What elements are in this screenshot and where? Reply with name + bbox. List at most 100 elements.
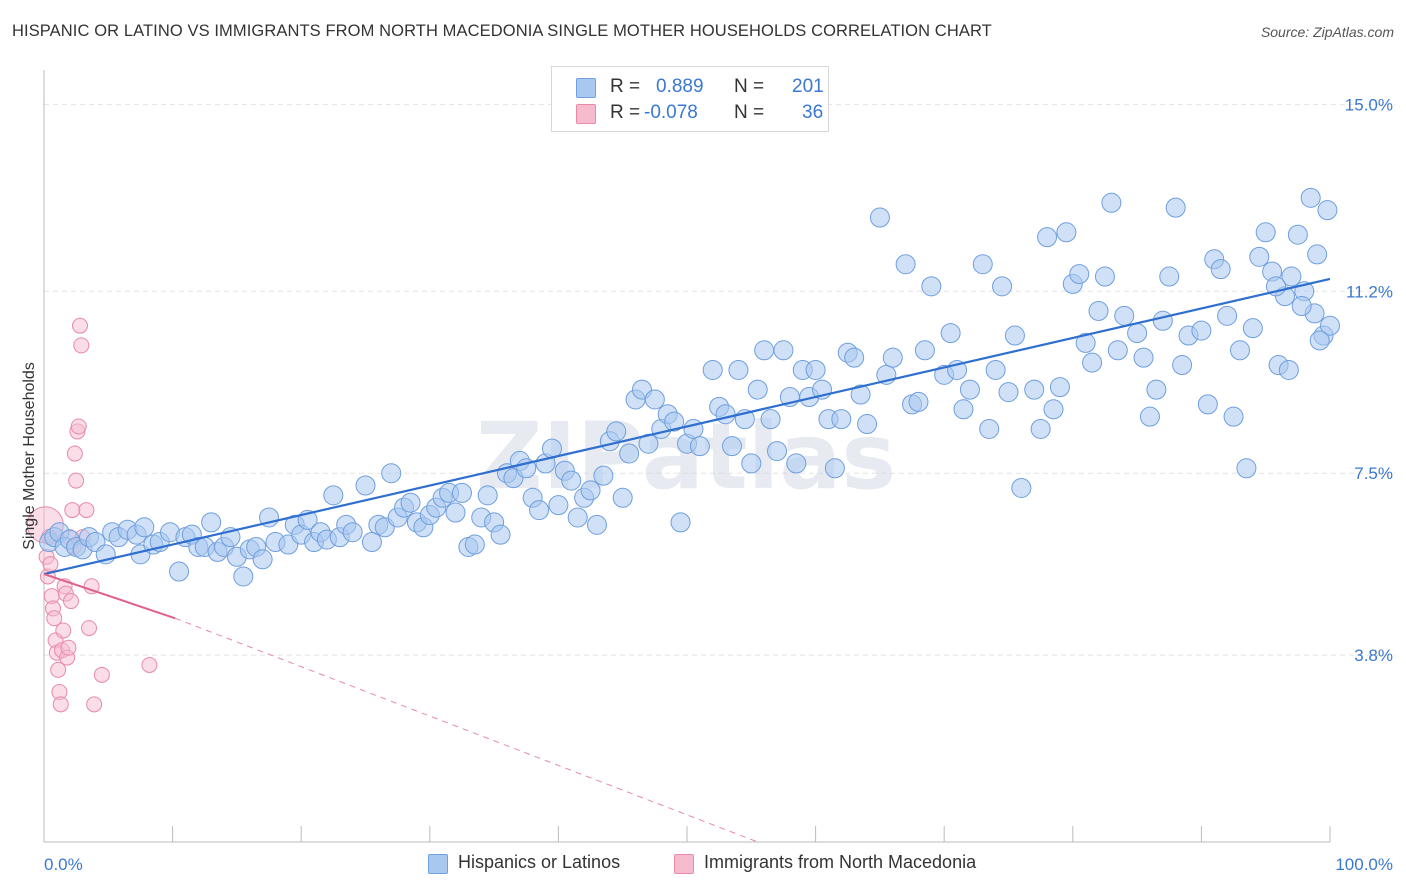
data-point-hispanic bbox=[1152, 310, 1173, 331]
data-point-hispanic bbox=[586, 514, 607, 535]
data-point-hispanic bbox=[1223, 406, 1244, 427]
data-point-hispanic bbox=[1107, 340, 1128, 361]
data-point-hispanic bbox=[134, 517, 155, 538]
source-credit: Source: ZipAtlas.com bbox=[1260, 24, 1394, 40]
data-point-hispanic bbox=[1159, 266, 1180, 287]
y-tick-label: 11.2% bbox=[1346, 282, 1393, 301]
data-point-hispanic bbox=[529, 500, 550, 521]
legend-swatch-blue bbox=[428, 854, 448, 874]
data-point-north-macedonia bbox=[70, 418, 87, 435]
data-point-hispanic bbox=[1217, 305, 1238, 326]
trend-line-north-macedonia-extension bbox=[174, 617, 758, 843]
data-point-hispanic bbox=[342, 522, 363, 543]
data-point-hispanic bbox=[361, 532, 382, 553]
legend-r-value: 0.889 bbox=[656, 76, 704, 97]
chart-title: HISPANIC OR LATINO VS IMMIGRANTS FROM NO… bbox=[12, 22, 992, 40]
data-point-hispanic bbox=[1320, 315, 1340, 336]
legend-n-value: 201 bbox=[792, 76, 824, 97]
data-point-hispanic bbox=[1082, 352, 1103, 373]
data-point-hispanic bbox=[252, 549, 273, 570]
data-point-north-macedonia bbox=[83, 578, 100, 595]
data-point-hispanic bbox=[355, 475, 376, 496]
data-point-hispanic bbox=[561, 470, 582, 491]
data-point-hispanic bbox=[1088, 300, 1109, 321]
data-point-hispanic bbox=[953, 399, 974, 420]
data-point-hispanic bbox=[670, 512, 691, 533]
data-point-hispanic bbox=[464, 534, 485, 555]
data-point-hispanic bbox=[1291, 296, 1312, 317]
data-point-hispanic bbox=[773, 340, 794, 361]
data-point-hispanic bbox=[580, 480, 601, 501]
data-point-hispanic bbox=[612, 487, 633, 508]
data-point-hispanic bbox=[786, 453, 807, 474]
data-point-hispanic bbox=[1317, 200, 1338, 221]
y-tick-label: 15.0% bbox=[1345, 95, 1393, 114]
data-point-hispanic bbox=[722, 436, 743, 457]
data-point-hispanic bbox=[638, 433, 659, 454]
data-point-north-macedonia bbox=[64, 502, 81, 519]
data-point-hispanic bbox=[824, 458, 845, 479]
legend-swatch-pink bbox=[576, 104, 596, 124]
data-point-hispanic bbox=[400, 492, 421, 513]
data-point-hispanic bbox=[715, 404, 736, 425]
legend-r-label: R = bbox=[610, 102, 641, 123]
stats-legend: R = 0.889 N = 201 R = -0.078 N = 36 bbox=[551, 66, 829, 132]
y-tick-label: 7.5% bbox=[1354, 464, 1393, 483]
legend-r-label: R = bbox=[610, 76, 641, 97]
x-tick-label: 100.0% bbox=[1335, 855, 1393, 874]
data-point-hispanic bbox=[1049, 377, 1070, 398]
data-point-hispanic bbox=[548, 495, 569, 516]
data-point-hispanic bbox=[1281, 266, 1302, 287]
data-point-hispanic bbox=[1242, 318, 1263, 339]
data-point-hispanic bbox=[1255, 222, 1276, 243]
data-point-hispanic bbox=[1004, 325, 1025, 346]
data-point-hispanic bbox=[1056, 222, 1077, 243]
data-point-hispanic bbox=[445, 502, 466, 523]
data-point-hispanic bbox=[201, 512, 222, 533]
data-point-north-macedonia bbox=[46, 610, 63, 627]
data-point-hispanic bbox=[831, 409, 852, 430]
data-point-hispanic bbox=[1043, 399, 1064, 420]
legend-label: Immigrants from North Macedonia bbox=[704, 852, 977, 872]
data-point-hispanic bbox=[619, 443, 640, 464]
data-point-hispanic bbox=[959, 379, 980, 400]
data-point-hispanic bbox=[1024, 379, 1045, 400]
data-point-hispanic bbox=[490, 524, 511, 545]
blue-series-points bbox=[39, 187, 1340, 587]
data-point-north-macedonia bbox=[72, 317, 89, 334]
data-point-hispanic bbox=[1075, 332, 1096, 353]
data-point-hispanic bbox=[940, 323, 961, 344]
data-point-hispanic bbox=[1139, 406, 1160, 427]
data-point-hispanic bbox=[1287, 224, 1308, 245]
data-point-hispanic bbox=[451, 482, 472, 503]
legend-n-label: N = bbox=[734, 102, 765, 123]
data-point-hispanic bbox=[921, 276, 942, 297]
data-point-hispanic bbox=[1165, 197, 1186, 218]
data-point-hispanic bbox=[882, 347, 903, 368]
data-point-hispanic bbox=[998, 382, 1019, 403]
data-point-hispanic bbox=[1278, 359, 1299, 380]
data-point-north-macedonia bbox=[60, 639, 77, 656]
x-tick-labels: 0.0% 100.0% bbox=[44, 855, 1393, 874]
data-point-hispanic bbox=[1101, 192, 1122, 213]
data-point-hispanic bbox=[754, 340, 775, 361]
data-point-hispanic bbox=[850, 384, 871, 405]
data-point-hispanic bbox=[805, 359, 826, 380]
data-point-hispanic bbox=[741, 453, 762, 474]
data-point-hispanic bbox=[1011, 477, 1032, 498]
data-point-north-macedonia bbox=[55, 622, 72, 639]
legend-n-value: 36 bbox=[802, 102, 824, 123]
data-point-hispanic bbox=[233, 566, 254, 587]
trend-line-north-macedonia bbox=[43, 573, 176, 620]
data-point-hispanic bbox=[908, 391, 929, 412]
data-point-hispanic bbox=[1069, 264, 1090, 285]
data-point-hispanic bbox=[606, 421, 627, 442]
data-point-hispanic bbox=[1210, 259, 1231, 280]
data-point-hispanic bbox=[1307, 244, 1328, 265]
data-point-hispanic bbox=[1229, 340, 1250, 361]
data-point-hispanic bbox=[477, 485, 498, 506]
data-point-hispanic bbox=[323, 485, 344, 506]
data-point-hispanic bbox=[857, 414, 878, 435]
legend-swatch-pink bbox=[674, 854, 694, 874]
